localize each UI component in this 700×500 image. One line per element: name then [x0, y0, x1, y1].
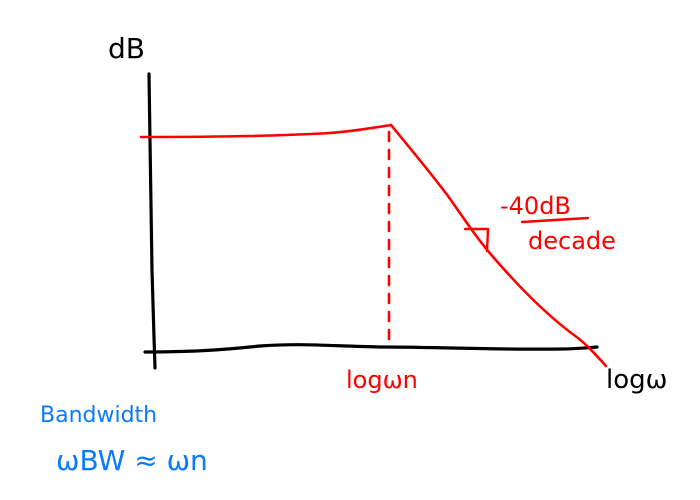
y-axis-label: dB — [108, 32, 145, 65]
bandwidth-note-title: Bandwidth — [40, 403, 157, 428]
magnitude-response — [139, 123, 608, 368]
bandwidth-note-formula: ωBW ≈ ωn — [56, 444, 208, 477]
x-axis-label: logω — [606, 365, 667, 395]
corner-frequency-label: logωn — [346, 366, 418, 394]
flat-passband-line — [139, 123, 393, 139]
axes — [143, 72, 599, 370]
slope-label-fraction-bar — [520, 216, 590, 224]
rolloff-line — [389, 123, 608, 368]
slope-label-unit: decade — [528, 227, 616, 255]
y-axis — [147, 72, 157, 370]
x-axis — [143, 343, 599, 354]
slope-label-value: -40dB — [500, 192, 571, 220]
slope-triangle — [463, 227, 490, 253]
